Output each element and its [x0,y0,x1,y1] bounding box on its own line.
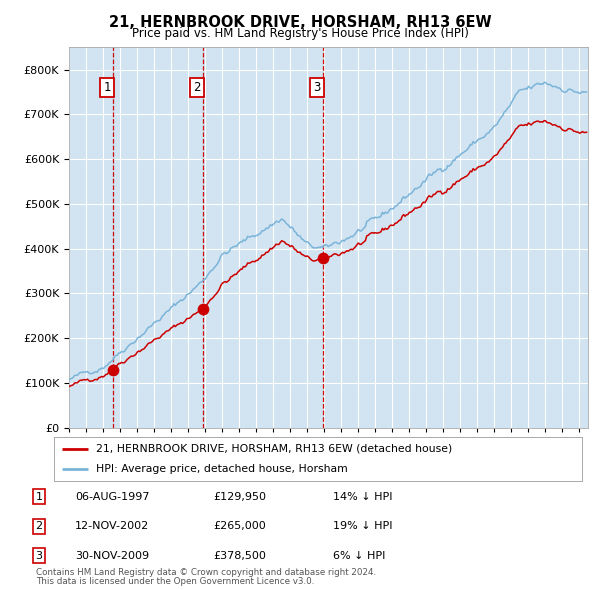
Text: 1: 1 [35,492,43,502]
Bar [203,47,323,428]
Point [198,304,208,314]
Text: 2: 2 [35,522,43,531]
Text: £378,500: £378,500 [213,551,266,560]
Bar [69,47,113,428]
Text: 21, HERNBROOK DRIVE, HORSHAM, RH13 6EW: 21, HERNBROOK DRIVE, HORSHAM, RH13 6EW [109,15,491,30]
Text: 19% ↓ HPI: 19% ↓ HPI [333,522,392,531]
Text: 1: 1 [103,81,110,94]
Text: Contains HM Land Registry data © Crown copyright and database right 2024.: Contains HM Land Registry data © Crown c… [36,568,376,577]
Text: £265,000: £265,000 [213,522,266,531]
Bar [323,47,588,428]
Point [318,254,328,263]
Text: This data is licensed under the Open Government Licence v3.0.: This data is licensed under the Open Gov… [36,577,314,586]
Point [108,365,118,374]
Text: 3: 3 [35,551,43,560]
Text: 3: 3 [313,81,320,94]
Text: £129,950: £129,950 [213,492,266,502]
Text: 6% ↓ HPI: 6% ↓ HPI [333,551,385,560]
Text: Price paid vs. HM Land Registry's House Price Index (HPI): Price paid vs. HM Land Registry's House … [131,27,469,40]
Text: 06-AUG-1997: 06-AUG-1997 [75,492,149,502]
Text: 21, HERNBROOK DRIVE, HORSHAM, RH13 6EW (detached house): 21, HERNBROOK DRIVE, HORSHAM, RH13 6EW (… [96,444,452,454]
Text: HPI: Average price, detached house, Horsham: HPI: Average price, detached house, Hors… [96,464,348,474]
Bar [113,47,203,428]
Text: 2: 2 [193,81,201,94]
Text: 12-NOV-2002: 12-NOV-2002 [75,522,149,531]
Text: 30-NOV-2009: 30-NOV-2009 [75,551,149,560]
Text: 14% ↓ HPI: 14% ↓ HPI [333,492,392,502]
